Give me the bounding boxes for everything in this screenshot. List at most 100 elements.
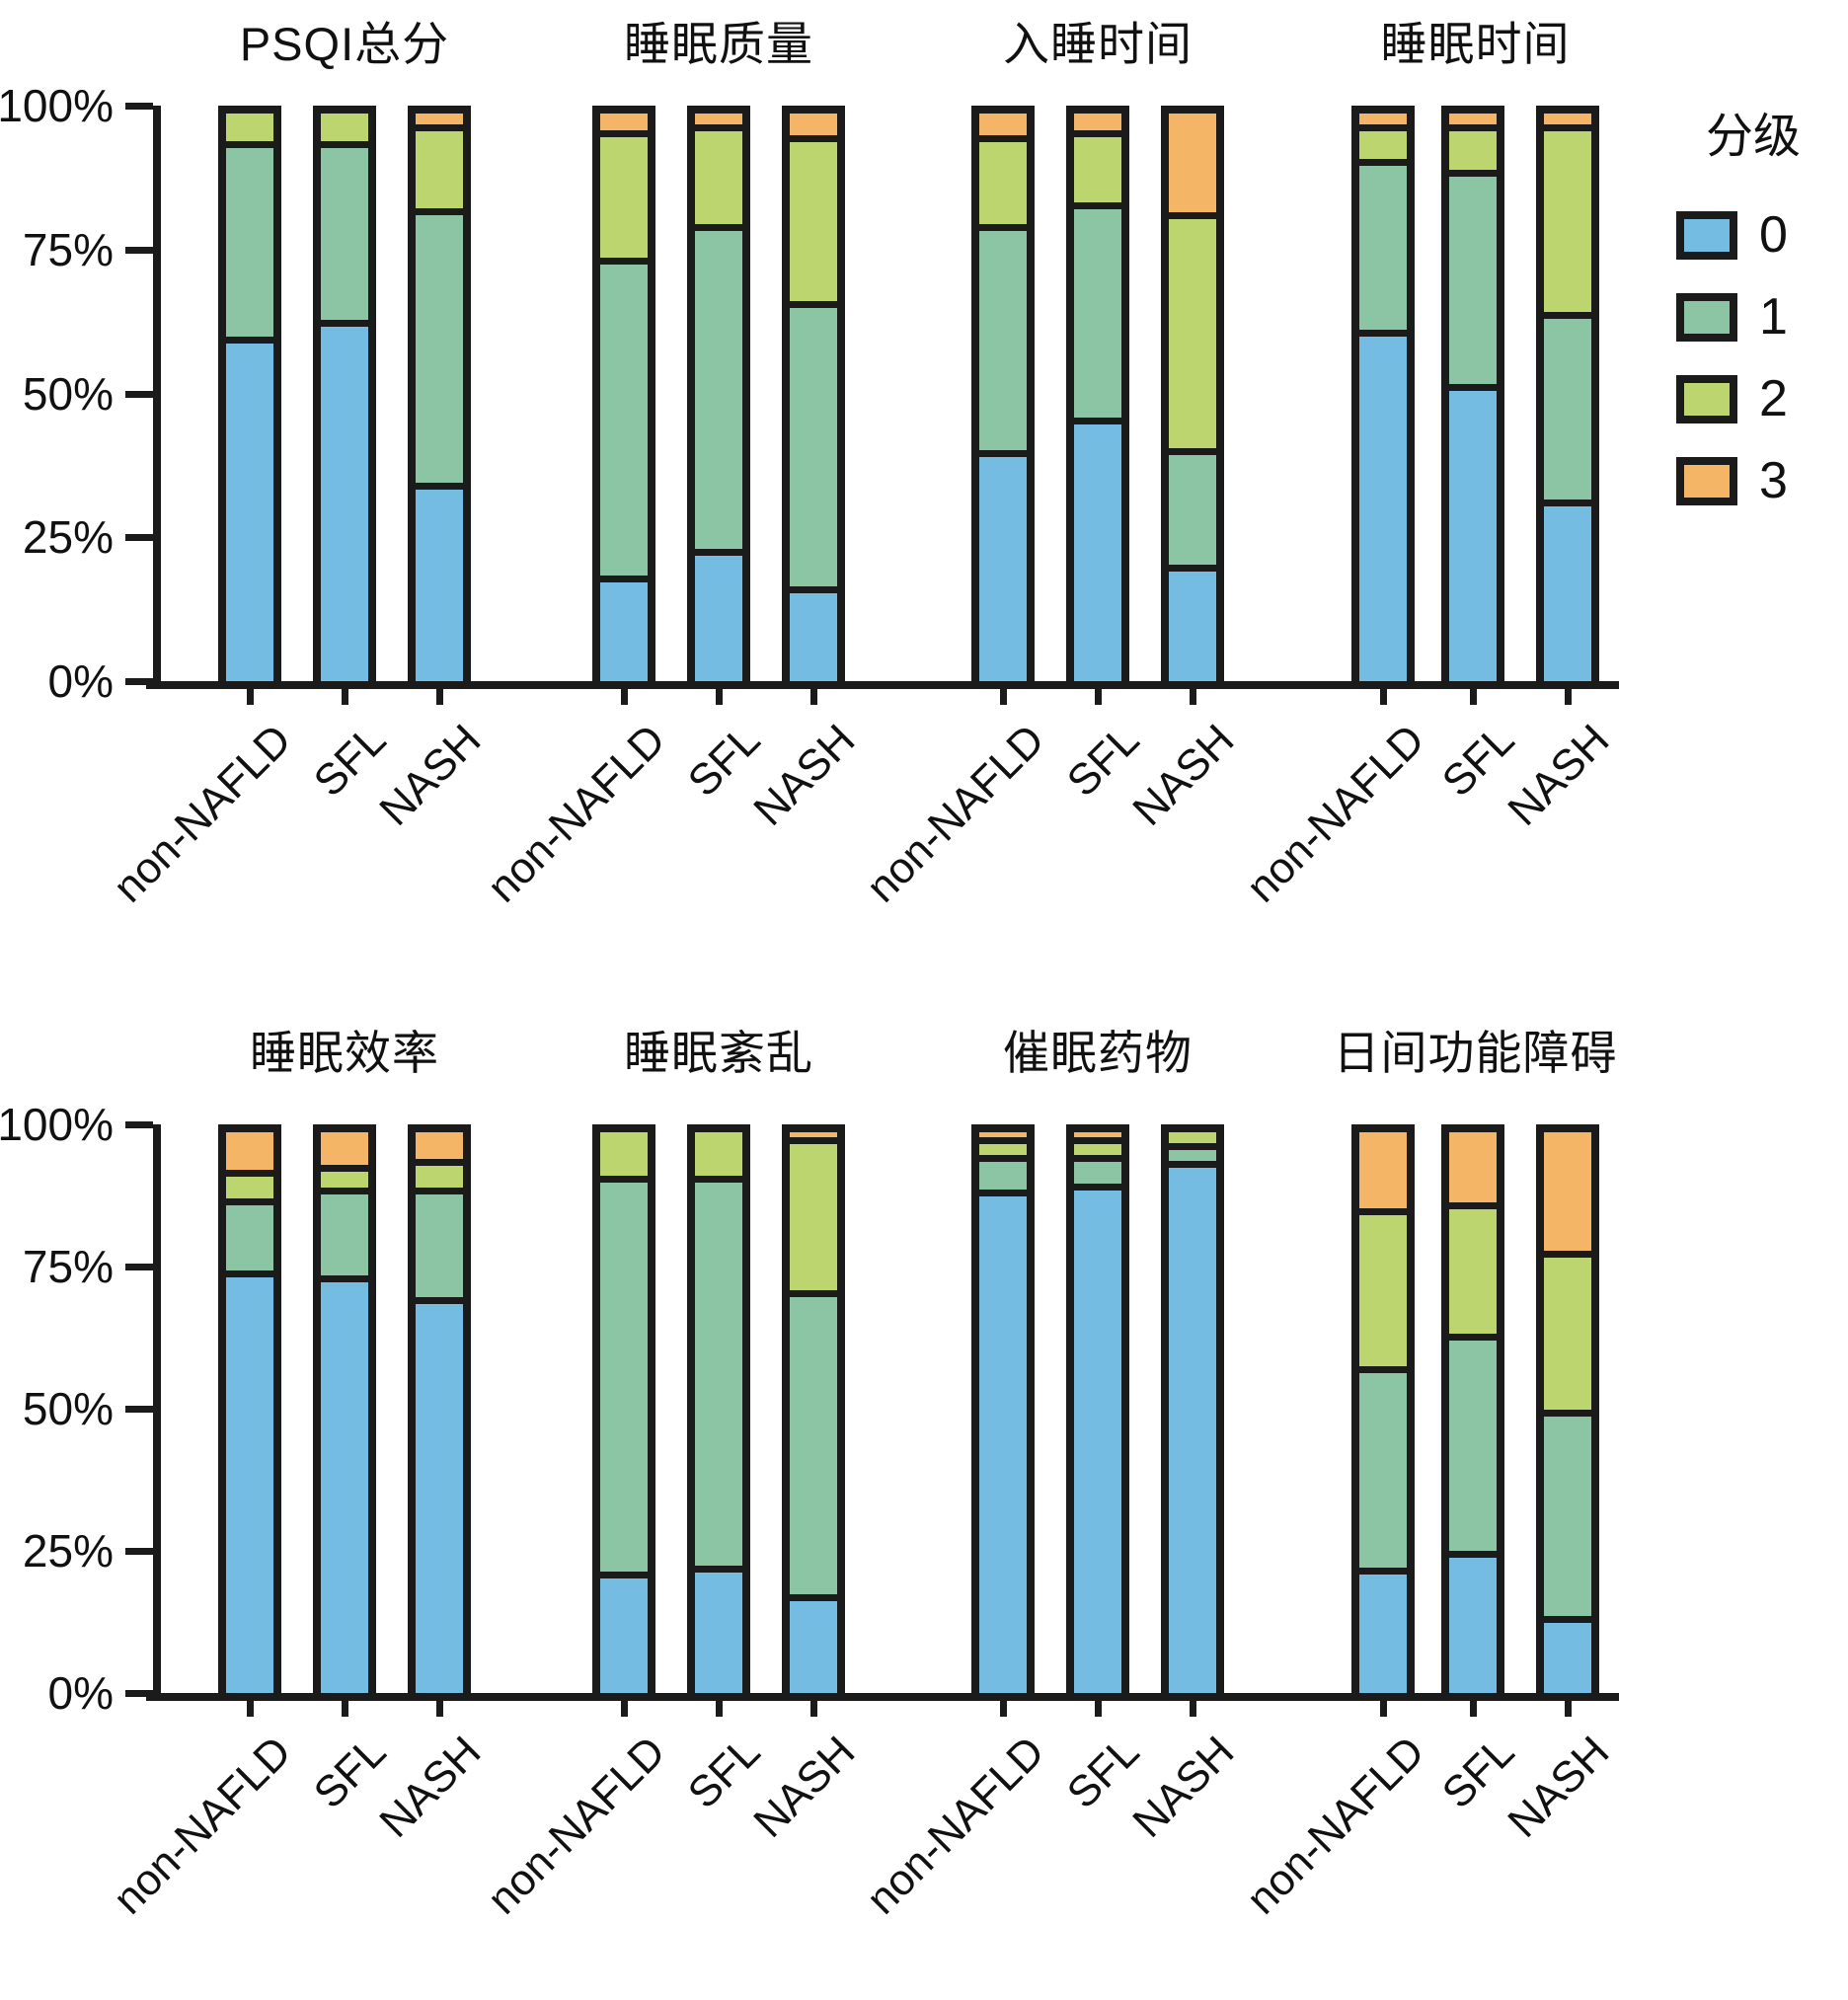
legend-label-level-0: 0 <box>1759 206 1788 264</box>
legend-swatch-level-0 <box>1676 210 1737 260</box>
bar-segment-level-0 <box>790 1601 837 1693</box>
bar-segment-level-0 <box>1074 1191 1121 1693</box>
bar-segment-level-2 <box>1359 1214 1407 1373</box>
bar-segment-level-3 <box>416 114 463 132</box>
stacked-bar-SFL <box>1066 106 1129 689</box>
y-tick-25% <box>125 1548 153 1555</box>
x-tick <box>1000 1701 1007 1717</box>
bar-segment-level-0 <box>1074 423 1121 681</box>
bar-segment-level-1 <box>790 307 837 594</box>
x-tick <box>1470 1701 1477 1717</box>
stacked-bar-NASH <box>782 106 845 689</box>
stacked-bar-NASH <box>408 106 471 689</box>
bar-segment-level-1 <box>695 1183 742 1574</box>
legend-item-2: 2 <box>1676 369 1848 428</box>
bar-segment-level-0 <box>1169 572 1216 681</box>
stacked-bar-SFL <box>1066 1124 1129 1701</box>
bar-segment-level-0 <box>416 1304 463 1693</box>
bar-segment-level-1 <box>1449 1340 1497 1559</box>
y-tick-label-50%: 50% <box>22 1383 114 1434</box>
x-tick <box>1095 1701 1102 1717</box>
stacked-bar-non-NAFLD <box>218 1124 281 1701</box>
x-tick <box>1380 689 1387 705</box>
legend-item-1: 1 <box>1676 287 1848 346</box>
panel-title: 日间功能障碍 <box>1333 1027 1618 1079</box>
bar-segment-level-1 <box>226 148 273 344</box>
stacked-bar-non-NAFLD <box>592 1124 655 1701</box>
stacked-bar-NASH <box>782 1124 845 1701</box>
legend: 分级 0 1 2 3 <box>1676 97 1848 533</box>
x-tick <box>621 1701 628 1717</box>
bar-segment-level-3 <box>695 114 742 132</box>
bar-segment-level-3 <box>1449 1132 1497 1210</box>
bar-segment-level-3 <box>1359 114 1407 132</box>
y-axis-row-1 <box>153 106 161 689</box>
x-tick <box>342 689 348 705</box>
bar-segment-level-1 <box>979 231 1027 457</box>
x-tick <box>1565 689 1572 705</box>
x-tick <box>716 689 723 705</box>
bar-segment-level-2 <box>790 1144 837 1298</box>
legend-label-level-3: 3 <box>1759 452 1788 509</box>
legend-title: 分级 <box>1706 111 1802 163</box>
bar-segment-level-2 <box>321 114 368 149</box>
bar-segment-level-2 <box>1449 131 1497 177</box>
x-tick <box>1190 1701 1196 1717</box>
x-tick <box>621 689 628 705</box>
bar-segment-level-3 <box>1544 114 1591 132</box>
bar-segment-level-0 <box>1169 1168 1216 1693</box>
bar-segment-level-2 <box>979 1144 1027 1163</box>
bar-segment-level-2 <box>416 131 463 215</box>
bar-segment-level-1 <box>1359 165 1407 337</box>
bar-segment-level-0 <box>600 1577 648 1693</box>
bar-segment-level-3 <box>321 1132 368 1172</box>
stacked-bar-NASH <box>408 1124 471 1701</box>
bar-segment-level-0 <box>226 343 273 681</box>
bar-segment-level-2 <box>1169 1132 1216 1151</box>
y-tick-label-100%: 100% <box>0 1099 114 1150</box>
bar-segment-level-2 <box>226 1177 273 1206</box>
x-baseline-row-1 <box>146 681 1619 689</box>
bar-segment-level-0 <box>600 582 648 681</box>
y-tick-label-0%: 0% <box>47 655 114 707</box>
legend-label-level-1: 1 <box>1759 288 1788 346</box>
legend-swatch-level-3 <box>1676 456 1737 505</box>
bar-segment-level-2 <box>695 131 742 232</box>
bar-segment-level-0 <box>695 555 742 681</box>
x-tick <box>716 1701 723 1717</box>
bar-segment-level-0 <box>1449 1558 1497 1693</box>
bar-segment-level-2 <box>1169 218 1216 456</box>
bar-segment-level-0 <box>979 456 1027 681</box>
bar-segment-level-1 <box>600 1183 648 1578</box>
x-tick <box>1095 689 1102 705</box>
bar-segment-level-0 <box>321 1282 368 1693</box>
legend-item-3: 3 <box>1676 451 1848 510</box>
bar-segment-level-0 <box>1544 1622 1591 1693</box>
bar-segment-level-2 <box>1544 1258 1591 1417</box>
x-tick <box>1000 689 1007 705</box>
bar-segment-level-0 <box>416 490 463 681</box>
bar-segment-level-3 <box>1359 1132 1407 1215</box>
x-tick <box>436 689 443 705</box>
bar-segment-level-2 <box>1074 1144 1121 1163</box>
stacked-bar-SFL <box>1441 106 1504 689</box>
stacked-bar-NASH <box>1161 106 1224 689</box>
bar-segment-level-2 <box>321 1171 368 1195</box>
bar-segment-level-2 <box>695 1132 742 1184</box>
bar-segment-level-1 <box>1359 1372 1407 1575</box>
stacked-bar-NASH <box>1161 1124 1224 1701</box>
x-tick <box>1565 1701 1572 1717</box>
bar-segment-level-1 <box>1074 1162 1121 1192</box>
bar-segment-level-0 <box>1359 1574 1407 1693</box>
bar-segment-level-1 <box>1544 1416 1591 1623</box>
bar-segment-level-3 <box>1074 114 1121 137</box>
bar-segment-level-3 <box>790 114 837 143</box>
bar-segment-level-1 <box>321 1194 368 1283</box>
x-tick <box>810 689 817 705</box>
y-tick-0% <box>125 1690 153 1697</box>
bar-segment-level-3 <box>979 1132 1027 1145</box>
bar-segment-level-3 <box>600 114 648 137</box>
y-axis-row-2 <box>153 1124 161 1701</box>
bar-segment-level-2 <box>790 142 837 308</box>
panel-title: PSQI总分 <box>239 18 450 70</box>
